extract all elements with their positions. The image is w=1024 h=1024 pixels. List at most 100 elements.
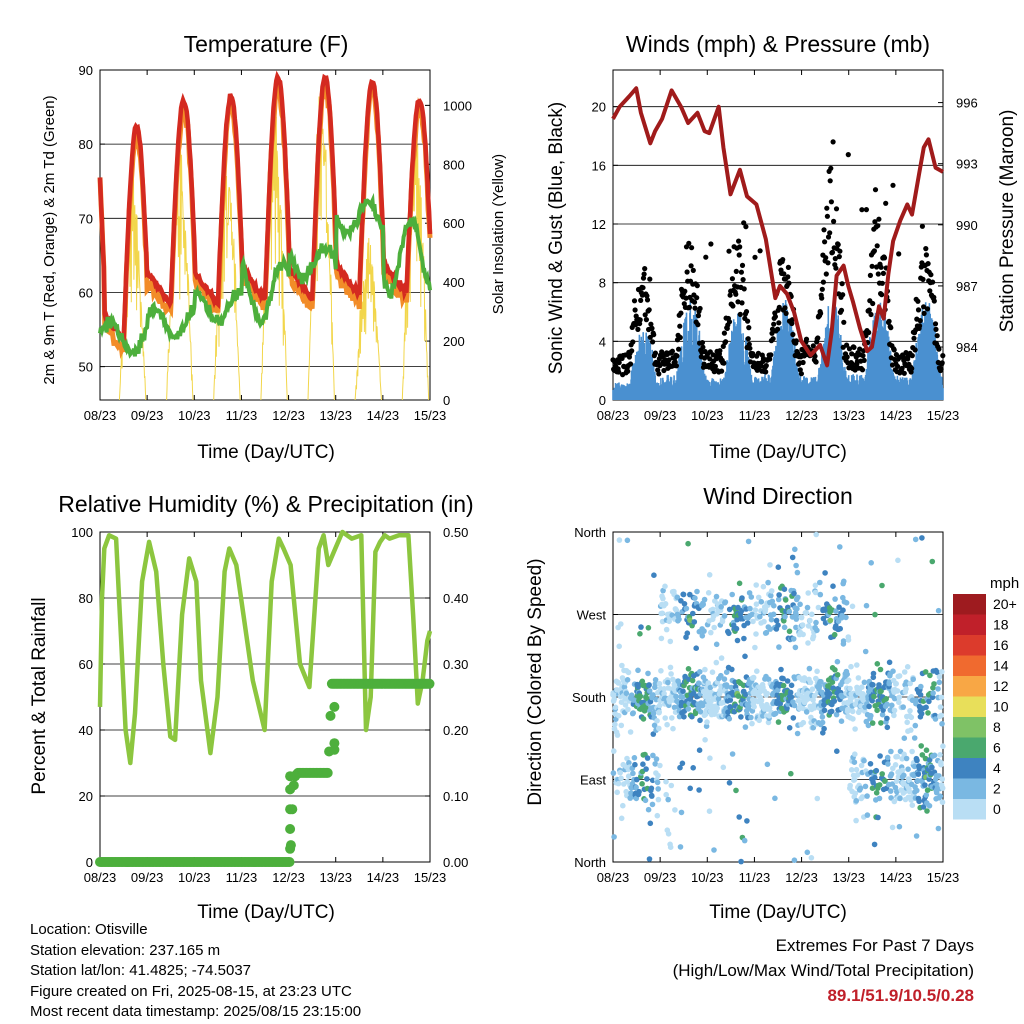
direction-point <box>822 570 828 576</box>
direction-point <box>850 709 856 715</box>
direction-point <box>761 619 767 625</box>
gust-point <box>825 214 830 219</box>
gust-point <box>881 271 886 276</box>
direction-point <box>854 767 860 773</box>
extremes-subtitle: (High/Low/Max Wind/Total Precipitation) <box>673 958 974 983</box>
direction-point <box>864 793 870 799</box>
winds-xtick-label: 12/23 <box>785 408 818 423</box>
direction-point <box>905 766 911 772</box>
direction-point <box>872 612 878 618</box>
direction-point <box>759 599 765 605</box>
gust-point <box>745 319 750 324</box>
direction-point <box>889 703 895 709</box>
gust-point <box>879 265 884 270</box>
direction-point <box>708 630 714 636</box>
winds-panel: Winds (mph) & Pressure (mb) 08/23 09/23 10… <box>546 31 1018 463</box>
direction-point <box>807 618 813 624</box>
temp-ytick-right-label: 800 <box>443 157 465 172</box>
direction-point <box>916 799 922 805</box>
direction-point <box>655 786 661 792</box>
direction-point <box>636 789 642 795</box>
info-latlon: Station lat/lon: 41.4825; -74.5037 <box>30 961 361 982</box>
direction-point <box>618 621 624 627</box>
direction-point <box>685 630 691 636</box>
gust-point <box>837 249 842 254</box>
direction-point <box>918 692 924 698</box>
direction-point <box>852 751 858 757</box>
gust-point <box>870 264 875 269</box>
direction-point <box>714 660 720 666</box>
precip-point <box>285 857 295 867</box>
direction-point <box>635 668 641 674</box>
direction-point <box>890 825 896 831</box>
gust-point <box>773 314 778 319</box>
direction-point <box>864 603 870 609</box>
gust-point <box>925 306 930 311</box>
direction-point <box>874 768 880 774</box>
legend-swatch <box>953 697 986 718</box>
direction-point <box>904 720 910 726</box>
direction-point <box>874 708 880 714</box>
direction-point <box>804 610 810 616</box>
gust-point <box>635 327 640 332</box>
direction-point <box>938 713 944 719</box>
temp-ytick-right-label: 0 <box>443 393 450 408</box>
direction-point <box>658 668 664 674</box>
gust-point <box>820 287 825 292</box>
gust-point <box>628 361 633 366</box>
direction-point <box>706 590 712 596</box>
gust-point <box>804 337 809 342</box>
dir-ytick-label: North <box>574 525 606 540</box>
winds-ytick-right-label: 987 <box>956 279 978 294</box>
gust-point <box>933 321 938 326</box>
gust-point <box>868 273 873 278</box>
gust-point <box>926 261 931 266</box>
gust-point <box>890 183 895 188</box>
gust-point <box>837 254 842 259</box>
direction-point <box>619 663 625 669</box>
direction-point <box>850 604 856 610</box>
direction-point <box>840 607 846 613</box>
gust-point <box>902 371 907 376</box>
gust-point <box>818 311 823 316</box>
direction-point <box>885 725 891 731</box>
gust-point <box>771 336 776 341</box>
gust-point <box>822 239 827 244</box>
gust-point <box>936 347 941 352</box>
direction-point <box>782 586 788 592</box>
direction-point <box>679 810 685 816</box>
direction-point <box>938 704 944 710</box>
humidity-plot-content: 08/23 09/23 10/23 11/23 12/23 13/23 14/23 15/23… <box>71 525 468 885</box>
direction-point <box>711 625 717 631</box>
winds-ytick-label: 0 <box>599 393 606 408</box>
gust-point <box>784 311 789 316</box>
direction-point <box>744 818 750 824</box>
dir-xtick-label: 15/23 <box>927 870 960 885</box>
gust-point <box>625 369 630 374</box>
direction-point <box>648 821 654 827</box>
legend-label: 8 <box>993 719 1001 735</box>
gust-point <box>694 295 699 300</box>
gust-point <box>932 298 937 303</box>
direction-point <box>611 834 617 840</box>
winds-ytick-label: 20 <box>592 100 606 115</box>
station-info: Location: Otisville Station elevation: 2… <box>30 920 361 1023</box>
direction-point <box>657 763 663 769</box>
rh-xtick-label: 09/23 <box>131 870 164 885</box>
gust-point <box>682 289 687 294</box>
temp-ytick-right-label: 600 <box>443 216 465 231</box>
gust-point <box>752 255 757 260</box>
direction-point <box>883 696 889 702</box>
legend-label: 16 <box>993 637 1009 653</box>
dir-xtick-label: 14/23 <box>880 870 913 885</box>
direction-point <box>931 681 937 687</box>
dir-xtick-label: 09/23 <box>644 870 677 885</box>
legend-label: 2 <box>993 781 1001 797</box>
direction-point <box>690 678 696 684</box>
direction-point <box>908 727 914 733</box>
direction-point <box>645 671 651 677</box>
direction-point <box>818 592 824 598</box>
dir-xtick-label: 12/23 <box>785 870 818 885</box>
direction-point <box>646 625 652 631</box>
direction-point <box>783 597 789 603</box>
